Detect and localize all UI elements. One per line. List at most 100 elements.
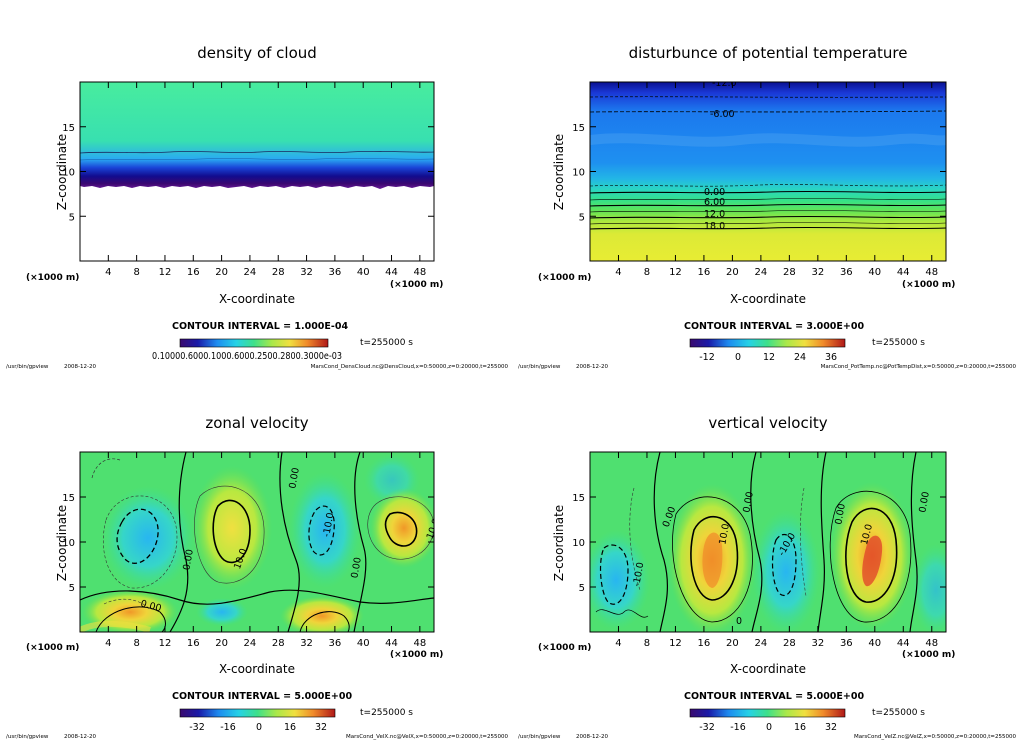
contour-interval-value: 1.000E-04 — [294, 321, 348, 332]
x-tick-label: 16 — [698, 638, 711, 649]
x-tick-label: 40 — [868, 638, 881, 649]
colorbar-tick-label: -32 — [699, 722, 715, 733]
x-axis-ticks: 4 8 12 16 20 24 28 32 36 40 44 48 — [615, 452, 938, 649]
x-tick-label: 36 — [840, 267, 853, 278]
x-tick-label: 24 — [244, 267, 257, 278]
x-tick-label: 32 — [300, 267, 313, 278]
contour-line — [212, 499, 251, 564]
y-tick-label: 5 — [579, 212, 585, 223]
x-tick-label: 24 — [755, 638, 768, 649]
y-axis-ticks: 5 10 15 — [572, 493, 946, 594]
x-tick-label: 44 — [897, 267, 910, 278]
chart-title: disturbunce of potential temperature — [629, 44, 908, 62]
x-axis-ticks: 4 8 12 16 20 24 28 32 36 40 44 48 — [615, 82, 938, 278]
footer-date: 2008-12-20 — [64, 364, 96, 370]
y-tick-label: 5 — [69, 583, 75, 594]
chart-title: vertical velocity — [708, 414, 827, 432]
colorbar-labels: -12 0 12 24 36 — [699, 352, 837, 363]
contour-label: 0.00 — [139, 598, 162, 614]
contour-label: 18.0 — [704, 221, 725, 232]
contour-interval-value: 5.000E+00 — [806, 691, 864, 702]
x-tick-label: 4 — [105, 638, 111, 649]
x-tick-label: 12 — [669, 638, 682, 649]
x-axis-label: X-coordinate — [730, 662, 806, 676]
footer-date: 2008-12-20 — [64, 734, 96, 740]
y-tick-label: 5 — [579, 583, 585, 594]
contour-line — [384, 511, 418, 547]
x-unit-label: (×1000 m) — [902, 650, 955, 660]
y-tick-label: 10 — [572, 168, 585, 179]
x-tick-label: 4 — [615, 638, 621, 649]
x-axis-ticks: 4 8 12 16 20 24 28 32 36 40 44 48 — [105, 452, 426, 649]
x-tick-label: 32 — [300, 638, 313, 649]
contour-line — [80, 150, 434, 154]
contour-line — [116, 508, 159, 564]
plot-area — [80, 82, 434, 261]
colorbar-tick-label: 0 — [766, 722, 772, 733]
footer-source: MarsCond_PotTemp.nc@PotTempDist,x=0:5000… — [821, 364, 1017, 370]
x-tick-label: 8 — [133, 638, 139, 649]
contour-label: -10.0 — [321, 512, 336, 538]
y-tick-label: 10 — [572, 538, 585, 549]
x-tick-label: 8 — [133, 267, 139, 278]
x-axis-label: X-coordinate — [730, 292, 806, 306]
y-axis-label: Z-coordinate — [55, 134, 69, 210]
chart-title: density of cloud — [197, 44, 317, 62]
x-unit-label: (×1000 m) — [902, 280, 955, 290]
colorbar-tick-label: -12 — [699, 352, 715, 363]
x-tick-label: 16 — [698, 267, 711, 278]
y-axis-label: Z-coordinate — [552, 505, 566, 581]
time-label: t=255000 s — [872, 338, 925, 348]
y-tick-label: 15 — [572, 123, 585, 134]
contour-label: 0.00 — [833, 503, 848, 526]
y-axis-ticks: 5 10 15 — [572, 123, 946, 223]
colorbar-labels: 0.10000.6000.1000.6000.2500.2800.3000e-0… — [152, 351, 342, 362]
contour-label: 0.00 — [917, 491, 932, 514]
y-tick-label: 15 — [572, 493, 585, 504]
contour-interval-value: 3.000E+00 — [806, 321, 864, 332]
contour-label: 0.00 — [181, 548, 196, 571]
contour-label: -6.00 — [710, 109, 735, 120]
y-unit-label: (×1000 m) — [26, 273, 79, 283]
x-axis-label: X-coordinate — [219, 662, 295, 676]
contour-label: 10.0 — [859, 523, 875, 546]
time-label: t=255000 s — [360, 338, 413, 348]
y-tick-label: 10 — [62, 168, 75, 179]
contour-line — [590, 215, 946, 219]
colorbar-tick-label: 0 — [256, 722, 262, 733]
panel-vertical-velocity: vertical velocity 0.00 0.00 0. — [518, 414, 1016, 740]
x-tick-label: 12 — [669, 267, 682, 278]
x-tick-label: 24 — [244, 638, 257, 649]
contour-label: -10.0 — [631, 561, 646, 587]
x-tick-label: 32 — [811, 267, 824, 278]
x-tick-label: 20 — [215, 267, 228, 278]
footer-source: MarsCond_VelZ.nc@VelZ,x=0:50000,z=0:2000… — [854, 734, 1017, 740]
colorbar-tick-label: 12 — [763, 352, 775, 363]
x-tick-label: 28 — [783, 267, 796, 278]
contour-label: 0.00 — [741, 491, 756, 514]
colorbar — [689, 708, 846, 718]
y-unit-label: (×1000 m) — [538, 643, 591, 653]
y-tick-label: 15 — [62, 493, 75, 504]
contour-interval-text: CONTOUR INTERVAL — [684, 321, 792, 332]
x-unit-label: (×1000 m) — [390, 650, 443, 660]
time-label: t=255000 s — [360, 708, 413, 718]
x-tick-label: 36 — [329, 267, 342, 278]
colorbar-tick-label: 16 — [794, 722, 806, 733]
contour-label: 10.0 — [425, 517, 443, 541]
colorbar-tick-label: 24 — [794, 352, 806, 363]
colorbar-tick-label: 36 — [825, 352, 837, 363]
chart-title: zonal velocity — [205, 414, 308, 432]
plot-area: 0.00 0.00 0.00 0.00 -10.0 10.0 -10.0 10.… — [590, 452, 946, 632]
x-tick-label: 40 — [357, 638, 370, 649]
x-tick-label: 44 — [897, 638, 910, 649]
colorbar-tick-label: 0 — [735, 352, 741, 363]
colorbar — [179, 338, 329, 348]
y-unit-label: (×1000 m) — [26, 643, 79, 653]
contour-label: 6.00 — [704, 197, 725, 208]
x-axis-ticks: 4 8 12 16 20 24 28 32 36 40 44 48 — [105, 82, 426, 278]
contour-label: 0.00 — [287, 467, 302, 490]
x-tick-label: 48 — [925, 267, 938, 278]
contour-line — [308, 505, 335, 556]
